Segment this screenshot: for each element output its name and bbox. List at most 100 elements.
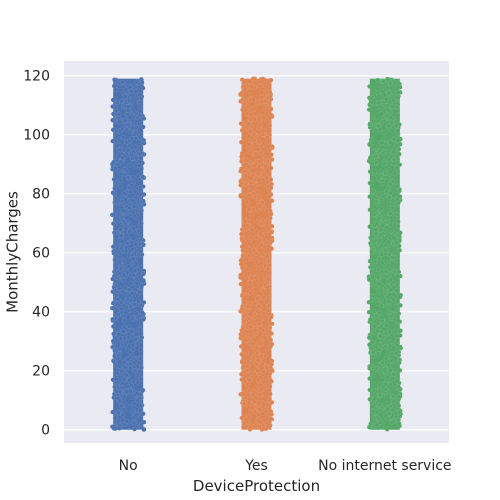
data-point bbox=[386, 298, 392, 304]
data-point bbox=[118, 159, 124, 165]
data-point bbox=[134, 208, 140, 213]
data-point bbox=[371, 115, 376, 121]
data-point bbox=[268, 331, 273, 336]
data-point bbox=[269, 246, 275, 251]
data-point bbox=[118, 147, 123, 153]
data-point bbox=[130, 175, 136, 180]
data-point bbox=[123, 365, 129, 370]
data-point bbox=[249, 275, 255, 281]
data-point bbox=[112, 257, 118, 263]
data-point bbox=[244, 350, 249, 356]
data-point bbox=[251, 371, 257, 377]
data-point bbox=[238, 281, 244, 287]
data-point bbox=[132, 268, 138, 274]
data-point bbox=[257, 424, 263, 430]
data-point bbox=[367, 258, 373, 264]
data-point bbox=[376, 290, 381, 295]
data-point bbox=[268, 106, 274, 112]
data-point bbox=[261, 311, 266, 317]
x-tick-label: No internet service bbox=[318, 458, 451, 474]
data-point bbox=[266, 258, 272, 263]
data-point bbox=[261, 77, 267, 83]
data-point bbox=[256, 216, 262, 222]
data-point bbox=[379, 85, 385, 91]
data-point bbox=[383, 343, 389, 349]
data-point bbox=[368, 96, 374, 102]
data-point bbox=[110, 97, 116, 103]
data-point bbox=[383, 269, 389, 275]
data-point bbox=[257, 122, 263, 128]
data-point bbox=[241, 376, 246, 381]
data-point bbox=[370, 393, 376, 398]
data-point bbox=[120, 380, 126, 386]
data-point bbox=[117, 270, 123, 276]
data-point bbox=[269, 238, 275, 244]
data-point bbox=[390, 272, 395, 277]
data-point bbox=[378, 424, 384, 430]
data-point bbox=[374, 409, 380, 415]
data-point bbox=[387, 115, 393, 120]
data-point bbox=[111, 284, 117, 290]
data-point bbox=[134, 261, 139, 267]
data-point bbox=[241, 237, 247, 243]
data-point bbox=[253, 283, 259, 288]
data-point bbox=[367, 376, 372, 381]
data-point bbox=[380, 150, 386, 156]
data-point bbox=[125, 356, 131, 362]
data-point bbox=[131, 401, 137, 406]
strip-series bbox=[238, 76, 275, 432]
data-point bbox=[240, 253, 246, 259]
data-point bbox=[269, 223, 275, 229]
data-point bbox=[116, 425, 122, 431]
data-point bbox=[117, 346, 122, 352]
data-point bbox=[134, 311, 139, 317]
data-point bbox=[243, 312, 249, 317]
data-point bbox=[139, 208, 144, 214]
y-tick-label: 60 bbox=[32, 246, 50, 262]
data-point bbox=[390, 260, 395, 265]
data-point bbox=[385, 214, 390, 220]
data-point bbox=[124, 418, 130, 424]
data-point bbox=[118, 245, 124, 251]
data-point bbox=[127, 115, 133, 121]
data-point bbox=[269, 157, 275, 162]
data-point bbox=[120, 134, 126, 140]
data-point bbox=[376, 266, 381, 272]
data-point bbox=[264, 174, 269, 180]
data-point bbox=[128, 222, 133, 227]
data-point bbox=[394, 304, 399, 309]
data-point bbox=[388, 287, 394, 293]
data-point bbox=[128, 388, 133, 394]
data-point bbox=[115, 238, 121, 244]
data-point bbox=[378, 169, 384, 174]
data-point bbox=[111, 221, 116, 226]
data-point bbox=[370, 274, 375, 279]
data-point bbox=[112, 415, 118, 421]
data-point bbox=[249, 405, 255, 411]
data-point bbox=[394, 165, 400, 171]
data-point bbox=[265, 144, 271, 150]
data-point bbox=[115, 370, 120, 376]
data-point bbox=[251, 96, 256, 102]
data-point bbox=[111, 212, 117, 218]
data-point bbox=[268, 377, 273, 383]
data-point bbox=[395, 258, 401, 264]
data-point bbox=[133, 136, 139, 141]
data-point bbox=[125, 175, 131, 181]
data-point bbox=[366, 299, 372, 305]
data-point bbox=[376, 347, 382, 352]
data-point bbox=[242, 318, 247, 324]
data-point bbox=[388, 277, 394, 283]
data-point bbox=[391, 235, 397, 241]
data-point bbox=[397, 247, 402, 253]
data-point bbox=[139, 283, 144, 289]
data-point bbox=[121, 208, 127, 213]
data-point bbox=[383, 356, 389, 362]
data-point bbox=[243, 417, 249, 422]
data-point bbox=[137, 163, 142, 168]
data-point bbox=[256, 406, 262, 412]
data-point bbox=[389, 339, 395, 344]
data-point bbox=[133, 241, 139, 247]
data-point bbox=[263, 84, 269, 90]
data-point bbox=[246, 142, 252, 148]
